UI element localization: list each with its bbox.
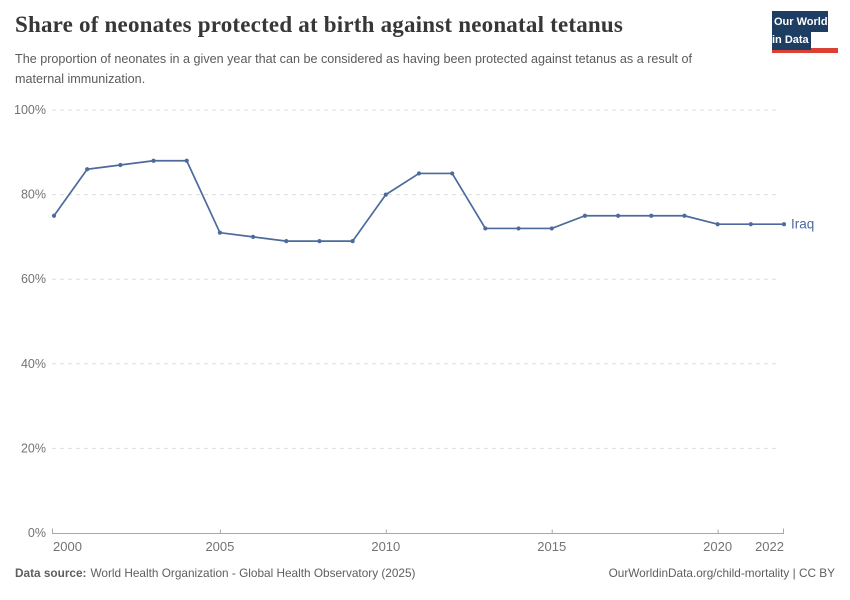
x-tick-label: 2000 [53, 539, 82, 554]
y-tick-label: 80% [21, 188, 46, 202]
series-label-iraq[interactable]: Iraq [791, 217, 814, 232]
data-point[interactable] [615, 213, 621, 218]
y-tick-label: 60% [21, 272, 46, 286]
data-point[interactable] [151, 158, 156, 163]
data-point[interactable] [383, 192, 388, 197]
data-source: Data source: World Health Organization - … [15, 566, 415, 580]
data-source-value: World Health Organization - Global Healt… [90, 566, 416, 580]
y-tick-label: 0% [28, 526, 46, 540]
data-point[interactable] [450, 171, 455, 176]
x-tick-label: 2005 [205, 539, 234, 554]
data-point[interactable] [85, 167, 90, 172]
data-point[interactable] [516, 226, 521, 231]
x-tick-label: 2020 [703, 539, 732, 554]
owid-logo[interactable]: Our World in Data [772, 11, 838, 53]
owid-logo-line2: in Data [772, 34, 809, 46]
x-tick-label: 2010 [371, 539, 400, 554]
data-point[interactable] [350, 239, 355, 244]
y-tick-label: 100% [14, 103, 46, 117]
data-source-label: Data source: [15, 566, 87, 580]
data-point[interactable] [649, 213, 654, 218]
data-point[interactable] [250, 234, 256, 239]
x-tick-label: 2015 [537, 539, 566, 554]
data-point[interactable] [51, 213, 57, 218]
chart-footer: Data source: World Health Organization - … [15, 566, 835, 580]
owid-logo-line1: Our World [774, 16, 828, 28]
data-point[interactable] [317, 239, 322, 244]
owid-link[interactable]: OurWorldinData.org/child-mortality | CC … [608, 566, 835, 580]
page-title: Share of neonates protected at birth aga… [15, 12, 624, 37]
logo-accent-bar [772, 48, 838, 53]
y-tick-label: 20% [21, 441, 46, 455]
data-point[interactable] [582, 213, 588, 218]
data-point[interactable] [748, 222, 753, 227]
data-point[interactable] [284, 239, 289, 244]
y-tick-label: 40% [21, 357, 46, 371]
data-point[interactable] [781, 222, 787, 227]
data-point[interactable] [416, 171, 422, 176]
data-point[interactable] [682, 213, 687, 218]
data-point[interactable] [217, 230, 223, 235]
data-point[interactable] [118, 162, 123, 168]
chart-subtitle: The proportion of neonates in a given ye… [15, 52, 693, 86]
data-point[interactable] [483, 226, 488, 231]
data-point[interactable] [715, 222, 720, 227]
x-tick-label: 2022 [755, 539, 784, 554]
data-point[interactable] [549, 226, 554, 231]
data-point[interactable] [184, 158, 189, 163]
